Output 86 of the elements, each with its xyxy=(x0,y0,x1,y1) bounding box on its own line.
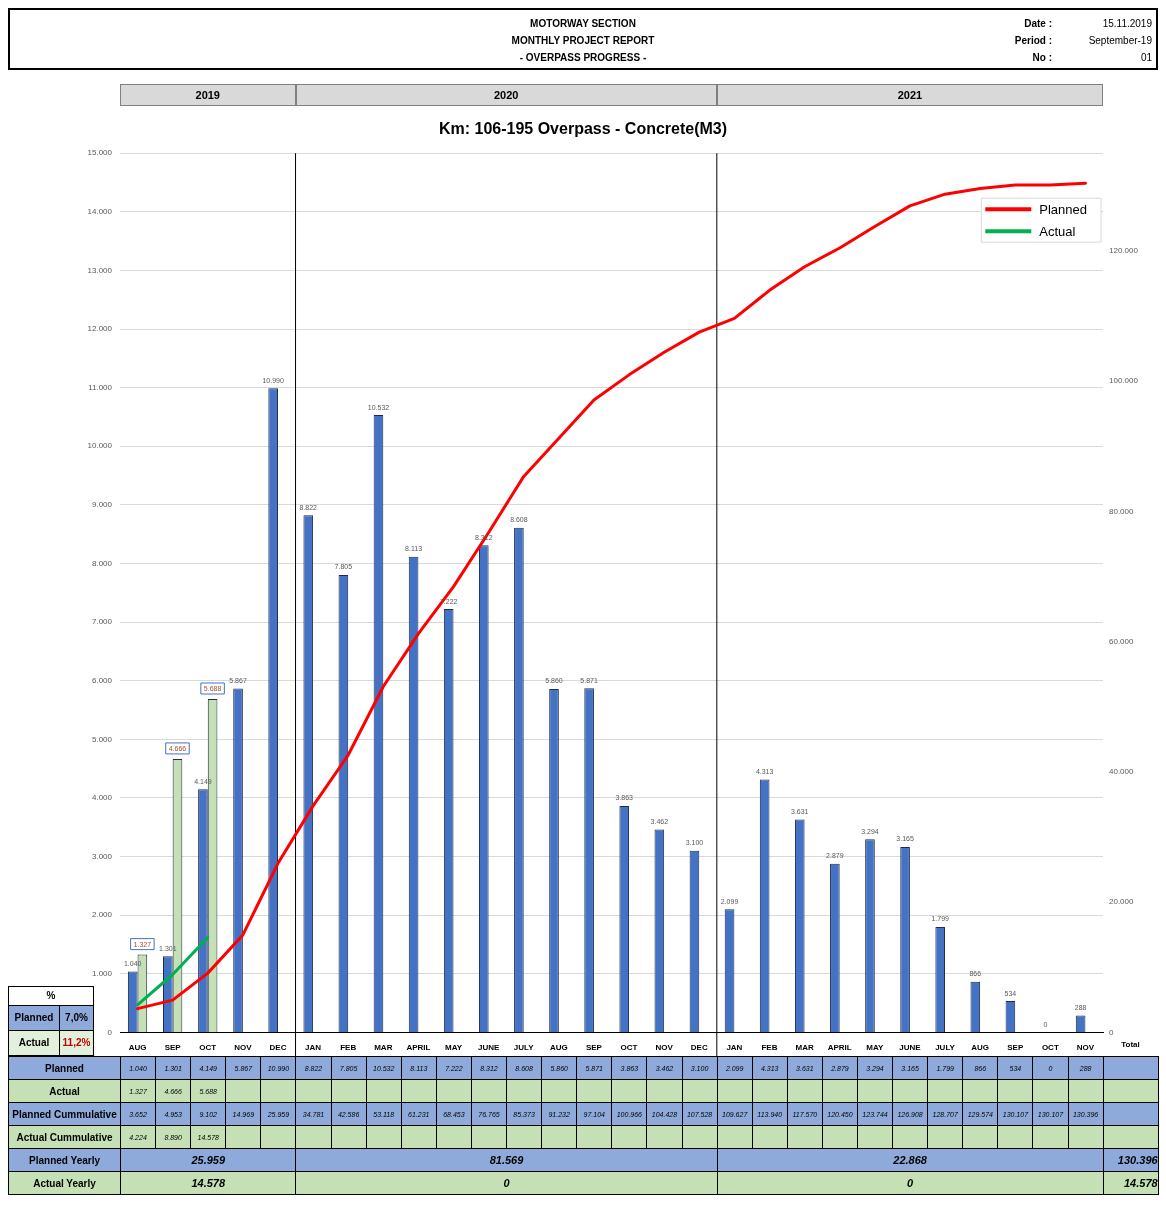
x-tick-label: MAY xyxy=(866,1043,884,1053)
chart-title: Km: 106-195 Overpass - Concrete(M3) xyxy=(438,120,728,138)
text: 81.569 xyxy=(295,1148,718,1172)
text: - OVERPASS PROGRESS - xyxy=(519,52,647,63)
x-tick-label: OCT xyxy=(1041,1043,1059,1053)
text: Planned xyxy=(8,1056,121,1080)
y-tick-label: 7.000 xyxy=(91,617,113,627)
y-tick-label: 15.000 xyxy=(87,148,113,158)
x-tick-label: JUNE xyxy=(477,1043,500,1053)
x-tick-label: JAN xyxy=(305,1043,322,1053)
x-tick-label: DEC xyxy=(690,1043,708,1053)
text: Actual Cummulative xyxy=(8,1125,121,1149)
x-tick-label: SEP xyxy=(1007,1043,1024,1053)
text: Date : xyxy=(1023,17,1052,31)
y2-tick-label: 100.000 xyxy=(1109,376,1139,386)
y-tick-label: 5.000 xyxy=(91,734,113,744)
x-tick-label: JUNE xyxy=(899,1043,922,1053)
text: Planned Cummulative xyxy=(8,1102,121,1126)
x-tick-label: NOV xyxy=(234,1043,253,1053)
y-tick-label: 4.000 xyxy=(91,793,113,803)
x-tick-label: OCT xyxy=(199,1043,217,1053)
text: 7,0% xyxy=(64,1011,89,1025)
y-tick-label: 12.000 xyxy=(87,324,113,334)
x-tick-label: MAY xyxy=(444,1043,463,1053)
y-tick-label: 13.000 xyxy=(87,265,113,275)
x-tick-label: DEC xyxy=(269,1043,287,1053)
y-tick-label: 8.000 xyxy=(91,558,113,568)
text: Actual Yearly xyxy=(8,1171,121,1195)
y-tick-label: 0 xyxy=(107,1027,113,1037)
x-tick-label: NOV xyxy=(1076,1043,1095,1053)
x-tick-label: AUG xyxy=(128,1043,147,1053)
x-tick-label: MAR xyxy=(374,1043,393,1053)
text: Actual xyxy=(9,1031,60,1055)
y-tick-label: 9.000 xyxy=(91,500,113,510)
text: 2019 xyxy=(120,84,296,106)
text: 14.578 xyxy=(120,1171,296,1195)
x-tick-label: AUG xyxy=(971,1043,990,1053)
text: Planned Yearly xyxy=(8,1148,121,1172)
legend-label: Actual xyxy=(1039,223,1076,239)
x-tick-label: OCT xyxy=(620,1043,638,1053)
text: MONTHLY PROJECT REPORT xyxy=(511,35,655,46)
text: 2021 xyxy=(716,84,1103,106)
text: September-19 xyxy=(1087,34,1152,48)
x-tick-label: APRIL xyxy=(827,1043,852,1053)
y2-tick-label: 0 xyxy=(1109,1027,1114,1037)
x-tick-label: JULY xyxy=(513,1043,535,1053)
y-tick-label: 2.000 xyxy=(91,910,113,920)
x-tick-label: SEP xyxy=(585,1043,603,1053)
x-tick-label: APRIL xyxy=(406,1043,431,1053)
x-tick-label: FEB xyxy=(340,1043,357,1053)
text: 0 xyxy=(295,1171,718,1195)
x-tick-label: JAN xyxy=(726,1043,743,1053)
text: 14.578 xyxy=(1103,1171,1159,1195)
text: 0 xyxy=(907,1177,914,1189)
text: 25.959 xyxy=(120,1148,296,1172)
text: No : xyxy=(1031,51,1052,65)
text: 130.396 xyxy=(1103,1148,1159,1172)
text: % xyxy=(8,986,94,1006)
text: 2020 xyxy=(295,84,717,106)
y-tick-label: 1.000 xyxy=(91,968,113,978)
x-tick-label: NOV xyxy=(655,1043,674,1053)
y2-tick-label: 20.000 xyxy=(1109,897,1135,907)
y2-tick-label: 80.000 xyxy=(1109,506,1135,516)
y2-tick-label: 60.000 xyxy=(1109,636,1135,646)
y-tick-label: 3.000 xyxy=(91,851,113,861)
y-tick-label: 6.000 xyxy=(91,675,113,685)
x-tick-label: SEP xyxy=(164,1043,182,1053)
text: 11,2% xyxy=(61,1036,92,1050)
text: Actual xyxy=(8,1079,121,1103)
y2-tick-label: 120.000 xyxy=(1109,246,1139,256)
text: 01 xyxy=(1139,51,1152,65)
x-tick-label: FEB xyxy=(761,1043,778,1053)
text: 15.11.2019 xyxy=(1101,17,1152,31)
text: 22.868 xyxy=(717,1148,1104,1172)
y2-tick-label: 40.000 xyxy=(1109,767,1135,777)
y-tick-label: 11.000 xyxy=(88,382,113,392)
text: Period : xyxy=(1013,34,1052,48)
text: Planned xyxy=(9,1006,60,1030)
x-tick-label: JULY xyxy=(935,1043,956,1053)
text: MOTORWAY SECTION xyxy=(530,18,636,29)
x-tick-label: AUG xyxy=(549,1043,568,1053)
y-tick-label: 14.000 xyxy=(87,207,113,217)
text: Total xyxy=(1120,1040,1141,1049)
y-tick-label: 10.000 xyxy=(87,441,113,451)
legend-label: Planned xyxy=(1039,201,1088,217)
x-tick-label: MAR xyxy=(795,1043,814,1053)
